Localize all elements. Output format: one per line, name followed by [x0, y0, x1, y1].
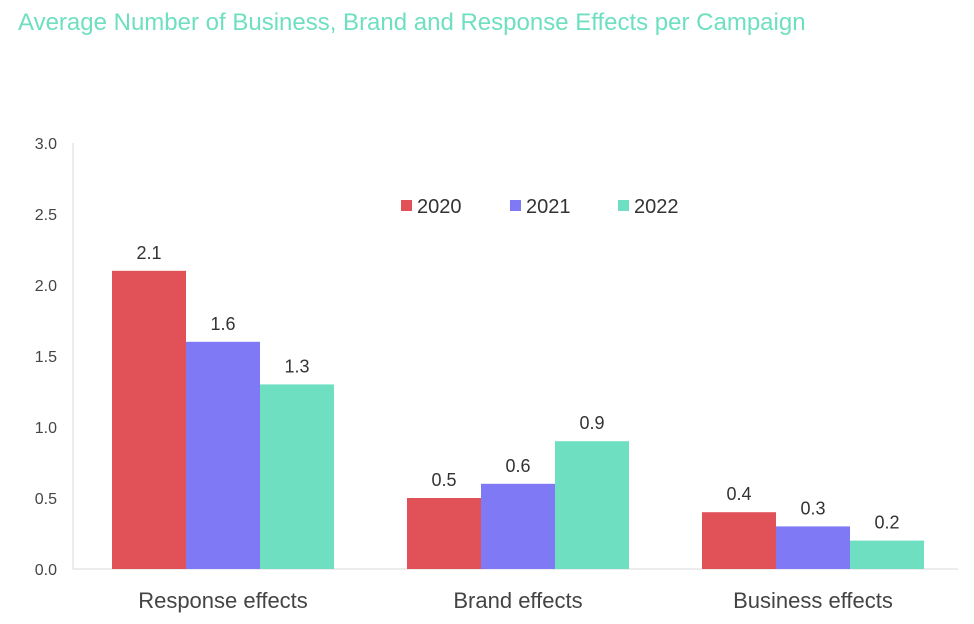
x-axis: Response effects Brand effects Business ef…: [138, 588, 893, 613]
legend-item-2022: 2022: [618, 196, 679, 218]
bar-2020-brand-effects: [407, 498, 481, 569]
y-tick-label: 1.5: [35, 349, 57, 366]
y-tick-label: 0.0: [35, 562, 57, 579]
y-tick-label: 2.0: [35, 278, 57, 295]
bar-2020-business-effects: [702, 512, 776, 569]
data-label: 0.6: [505, 456, 530, 476]
legend-swatch: [401, 200, 412, 211]
data-label: 1.3: [284, 356, 309, 376]
y-tick-label: 3.0: [35, 136, 57, 153]
y-tick-label: 2.5: [35, 207, 57, 224]
data-label: 0.5: [431, 470, 456, 490]
data-label: 0.2: [874, 513, 899, 533]
legend-item-2021: 2021: [510, 196, 571, 218]
y-tick-label: 1.0: [35, 420, 57, 437]
data-label: 0.9: [579, 413, 604, 433]
bar-2020-response-effects: [112, 270, 186, 569]
category-label: Brand effects: [453, 588, 582, 613]
bar-2022-business-effects: [850, 540, 924, 569]
legend-label: 2020: [417, 196, 462, 218]
bar-2021-business-effects: [776, 526, 850, 569]
bar-2022-brand-effects: [555, 441, 629, 569]
data-labels: 2.1 1.6 1.3 0.5 0.6 0.9 0.4 0.3 0.2: [136, 243, 899, 533]
y-tick-label: 0.5: [35, 491, 57, 508]
legend-label: 2021: [526, 196, 571, 218]
category-label: Business effects: [733, 588, 893, 613]
data-label: 0.4: [726, 484, 751, 504]
bar-2022-response-effects: [260, 384, 334, 569]
category-label: Response effects: [138, 588, 308, 613]
data-label: 1.6: [210, 314, 235, 334]
bar-2021-brand-effects: [481, 483, 555, 569]
legend-swatch: [618, 200, 629, 211]
legend-item-2020: 2020: [401, 196, 462, 218]
chart-title: Average Number of Business, Brand and Re…: [18, 9, 806, 36]
data-label: 0.3: [800, 498, 825, 518]
legend-label: 2022: [634, 196, 679, 218]
legend: 2020 2021 2022: [401, 196, 679, 218]
legend-swatch: [510, 200, 521, 211]
bars: [112, 270, 924, 569]
bar-2021-response-effects: [186, 341, 260, 569]
data-label: 2.1: [136, 243, 161, 263]
y-axis: 0.0 0.5 1.0 1.5 2.0 2.5 3.0: [35, 136, 57, 579]
